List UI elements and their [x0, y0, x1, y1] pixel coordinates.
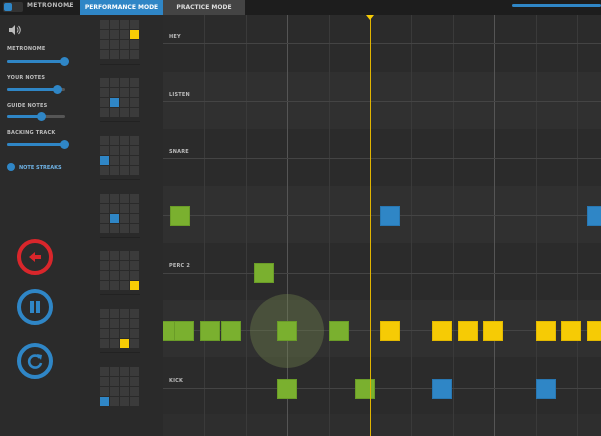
- bar-line: [494, 15, 495, 436]
- slider-label-guide-notes: GUIDE NOTES: [7, 103, 48, 109]
- mini-pattern-lane6[interactable]: [100, 309, 139, 348]
- toggle-knob: [4, 3, 12, 11]
- lane-line: [163, 101, 601, 102]
- restart-button[interactable]: [17, 343, 53, 379]
- slider-fill: [7, 143, 63, 146]
- bar-line: [287, 15, 288, 436]
- note: [483, 321, 503, 341]
- mini-pattern-perc2[interactable]: [100, 251, 139, 290]
- beat-line: [536, 15, 537, 436]
- pause-button[interactable]: [17, 289, 53, 325]
- divider: [100, 121, 140, 122]
- slider-label-your-notes: YOUR NOTES: [7, 75, 46, 81]
- divider: [100, 64, 140, 65]
- note: [587, 206, 601, 226]
- note: [221, 321, 241, 341]
- slider-thumb[interactable]: [53, 85, 62, 94]
- lane-band: [163, 357, 601, 414]
- playhead: [370, 15, 371, 436]
- divider: [100, 237, 140, 238]
- arrow-left-icon: [29, 252, 41, 262]
- mini-pattern-kick[interactable]: [100, 367, 139, 406]
- divider: [100, 179, 140, 180]
- beat-line: [246, 15, 247, 436]
- note: [329, 321, 349, 341]
- note: [458, 321, 478, 341]
- note: [200, 321, 220, 341]
- tab-performance-mode[interactable]: PERFORMANCE MODE: [80, 0, 163, 15]
- chevron-down-icon[interactable]: ⌄: [66, 0, 73, 9]
- divider: [100, 294, 140, 295]
- lane-line: [163, 273, 601, 274]
- slider-thumb[interactable]: [37, 112, 46, 121]
- restart-icon: [27, 354, 43, 369]
- your-notes-volume-slider[interactable]: [7, 85, 65, 94]
- mini-pattern-listen[interactable]: [100, 78, 139, 117]
- note: [587, 321, 601, 341]
- guide-notes-volume-slider[interactable]: [7, 112, 65, 121]
- beat-line: [329, 15, 330, 436]
- note: [355, 379, 375, 399]
- note: [561, 321, 581, 341]
- lane-band: [163, 72, 601, 129]
- note: [170, 206, 190, 226]
- playhead-marker: [366, 15, 374, 20]
- beat-line: [411, 15, 412, 436]
- tab-practice-mode[interactable]: PRACTICE MODE: [163, 0, 245, 15]
- slider-fill: [7, 115, 41, 118]
- lane-line: [163, 43, 601, 44]
- metronome-volume-slider[interactable]: [7, 57, 69, 66]
- note: [277, 379, 297, 399]
- beat-line: [453, 15, 454, 436]
- beat-line: [204, 15, 205, 436]
- sidebar: METRONOME YOUR NOTES GUIDE NOTES BACKING…: [0, 15, 80, 436]
- lane-label-listen: LISTEN: [169, 92, 190, 98]
- mini-pattern-lane4[interactable]: [100, 194, 139, 233]
- slider-thumb[interactable]: [60, 140, 69, 149]
- pause-icon: [30, 301, 40, 313]
- metronome-label: METRONOME: [27, 2, 74, 9]
- back-button[interactable]: [17, 239, 53, 275]
- slider-thumb[interactable]: [60, 57, 69, 66]
- backing-track-volume-slider[interactable]: [7, 140, 69, 149]
- slider-fill: [7, 88, 57, 91]
- note-streaks-label: NOTE STREAKS: [19, 165, 62, 171]
- lane-band: [163, 129, 601, 186]
- slider-label-metronome: METRONOME: [7, 46, 46, 52]
- note: [536, 379, 556, 399]
- slider-fill: [7, 60, 63, 63]
- speaker-icon[interactable]: [8, 25, 22, 35]
- note: [432, 321, 452, 341]
- note: [380, 321, 400, 341]
- lane-label-snare: SNARE: [169, 149, 189, 155]
- beat-line: [577, 15, 578, 436]
- note-highway: HEY LISTEN SNARE PERC 2 KICK: [163, 15, 601, 436]
- note: [380, 206, 400, 226]
- note: [536, 321, 556, 341]
- metronome-toggle[interactable]: [3, 2, 23, 12]
- note: [254, 263, 274, 283]
- slider-label-backing-track: BACKING TRACK: [7, 130, 56, 136]
- lane-pattern-column: [80, 15, 163, 436]
- note-streaks-toggle[interactable]: [7, 163, 15, 171]
- lane-label-perc2: PERC 2: [169, 263, 191, 269]
- lane-band: [163, 243, 601, 300]
- note: [277, 321, 297, 341]
- lane-label-hey: HEY: [169, 34, 181, 40]
- lane-line: [163, 158, 601, 159]
- mini-pattern-hey[interactable]: [100, 20, 139, 59]
- lane-line: [163, 388, 601, 389]
- divider: [100, 352, 140, 353]
- note: [174, 321, 194, 341]
- mini-pattern-snare[interactable]: [100, 136, 139, 175]
- top-bar: METRONOME ⌄ PERFORMANCE MODE PRACTICE MO…: [0, 0, 601, 15]
- note: [432, 379, 452, 399]
- lane-label-kick: KICK: [169, 378, 184, 384]
- progress-indicator: [512, 4, 601, 7]
